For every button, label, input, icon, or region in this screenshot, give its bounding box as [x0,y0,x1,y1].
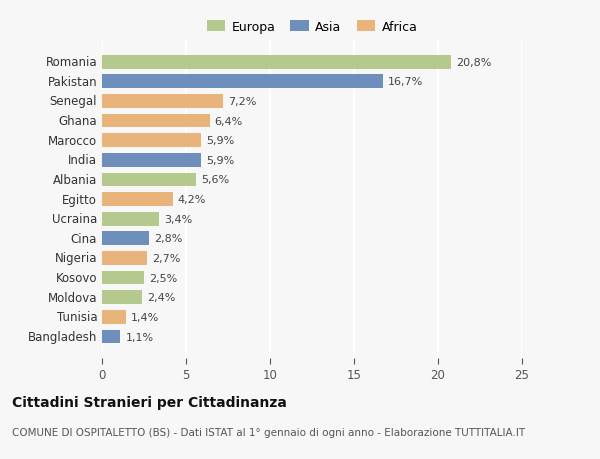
Bar [102,154,201,168]
Bar [102,193,173,207]
Bar [102,56,451,69]
Text: 16,7%: 16,7% [388,77,423,87]
Bar [102,291,142,304]
Text: 2,8%: 2,8% [154,234,182,244]
Text: 2,5%: 2,5% [149,273,177,283]
Bar [102,114,209,128]
Text: 5,9%: 5,9% [206,136,235,146]
Text: 1,4%: 1,4% [131,312,159,322]
Text: Cittadini Stranieri per Cittadinanza: Cittadini Stranieri per Cittadinanza [12,395,287,409]
Bar [102,310,125,324]
Text: 4,2%: 4,2% [178,195,206,205]
Text: 20,8%: 20,8% [457,57,492,67]
Text: COMUNE DI OSPITALETTO (BS) - Dati ISTAT al 1° gennaio di ogni anno - Elaborazion: COMUNE DI OSPITALETTO (BS) - Dati ISTAT … [12,427,525,437]
Text: 2,7%: 2,7% [152,253,181,263]
Bar [102,232,149,246]
Text: 6,4%: 6,4% [215,116,243,126]
Bar [102,271,144,285]
Text: 3,4%: 3,4% [164,214,193,224]
Bar [102,173,196,187]
Bar [102,75,383,89]
Bar [102,134,201,148]
Text: 5,6%: 5,6% [201,175,229,185]
Bar [102,330,121,344]
Bar [102,95,223,109]
Text: 7,2%: 7,2% [228,97,256,107]
Bar [102,252,148,265]
Text: 5,9%: 5,9% [206,156,235,166]
Legend: Europa, Asia, Africa: Europa, Asia, Africa [202,16,422,39]
Text: 1,1%: 1,1% [125,332,154,342]
Text: 2,4%: 2,4% [148,292,176,302]
Bar [102,213,159,226]
